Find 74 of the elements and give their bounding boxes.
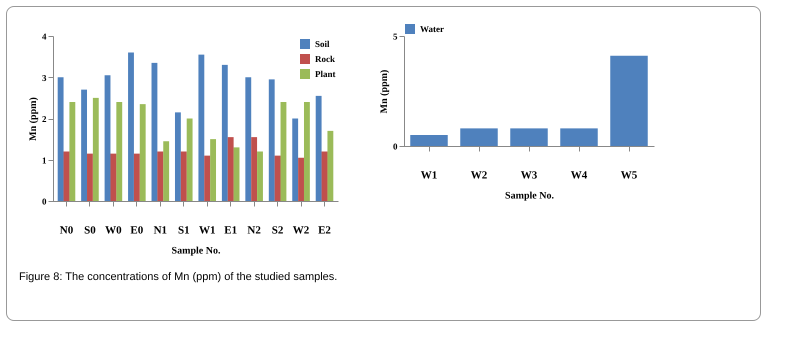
bar <box>222 64 228 201</box>
bar <box>180 152 187 201</box>
x-tick-label: N2 <box>247 224 262 236</box>
y-axis-title: Mn (ppm) <box>28 97 39 141</box>
x-tick-label: S1 <box>178 224 190 236</box>
bar <box>152 62 158 201</box>
bar <box>322 152 328 201</box>
bar <box>128 52 134 201</box>
bar <box>274 156 281 201</box>
bar <box>228 137 234 201</box>
y-tick-label: 0 <box>42 196 47 206</box>
x-tick-label: W2 <box>292 224 310 236</box>
bar <box>92 98 99 201</box>
bar <box>304 102 310 201</box>
x-tick-label: E0 <box>130 224 144 236</box>
x-tick-label: S0 <box>84 224 96 236</box>
bar <box>116 102 122 201</box>
bar <box>280 102 286 201</box>
bar <box>110 154 116 201</box>
bar <box>204 156 210 201</box>
x-tick-label: W3 <box>520 170 538 182</box>
legend-label: Soil <box>315 39 330 49</box>
bar <box>134 154 140 201</box>
x-tick-label: S2 <box>272 224 284 236</box>
bar <box>610 56 648 146</box>
y-axis-title: Mn (ppm) <box>379 70 390 114</box>
bar <box>64 152 70 201</box>
bar <box>87 154 93 201</box>
y-tick-label: 5 <box>393 32 398 42</box>
x-tick-label: W1 <box>420 170 438 182</box>
x-axis-title: Sample No. <box>505 190 554 202</box>
y-tick-label: 2 <box>42 114 47 124</box>
y-tick-label: 3 <box>42 72 47 83</box>
bar <box>268 79 275 201</box>
x-tick-label: N0 <box>60 224 74 236</box>
x-axis-title: Sample No. <box>172 246 221 256</box>
y-tick-label: 4 <box>42 32 47 42</box>
bar <box>327 130 334 201</box>
bar <box>410 135 448 146</box>
bar <box>198 54 204 201</box>
legend-label: Rock <box>315 54 335 64</box>
bar <box>69 102 76 201</box>
x-tick-label: W0 <box>105 224 122 236</box>
x-tick-label: E2 <box>318 224 332 236</box>
bar <box>298 158 304 201</box>
x-tick-label: W5 <box>620 170 638 182</box>
bar <box>163 141 170 201</box>
x-tick-label: N1 <box>154 224 168 236</box>
bar <box>560 128 598 146</box>
bar <box>510 128 548 146</box>
bar <box>460 128 498 146</box>
bar <box>104 75 110 201</box>
bar <box>292 118 298 201</box>
x-tick-label: W4 <box>570 170 588 182</box>
x-tick-label: W1 <box>198 224 216 236</box>
bar <box>157 152 164 201</box>
bar <box>245 77 252 201</box>
bar <box>251 137 258 201</box>
legend-label: Water <box>420 24 444 34</box>
bar <box>210 139 216 201</box>
bar <box>316 96 322 201</box>
y-tick-label: 0 <box>393 142 398 152</box>
bar <box>174 112 181 201</box>
bar <box>186 118 193 201</box>
caption: Figure 8: The concentrations of Mn (ppm) of the studied samples. <box>19 271 338 283</box>
bar <box>257 152 263 201</box>
y-tick-label: 1 <box>42 155 47 166</box>
legend-label: Plant <box>315 69 336 79</box>
bar <box>58 77 64 201</box>
bar <box>234 147 240 201</box>
bar <box>81 90 88 201</box>
bar <box>140 104 146 201</box>
x-tick-label: E1 <box>224 224 238 236</box>
x-tick-label: W2 <box>470 170 488 182</box>
